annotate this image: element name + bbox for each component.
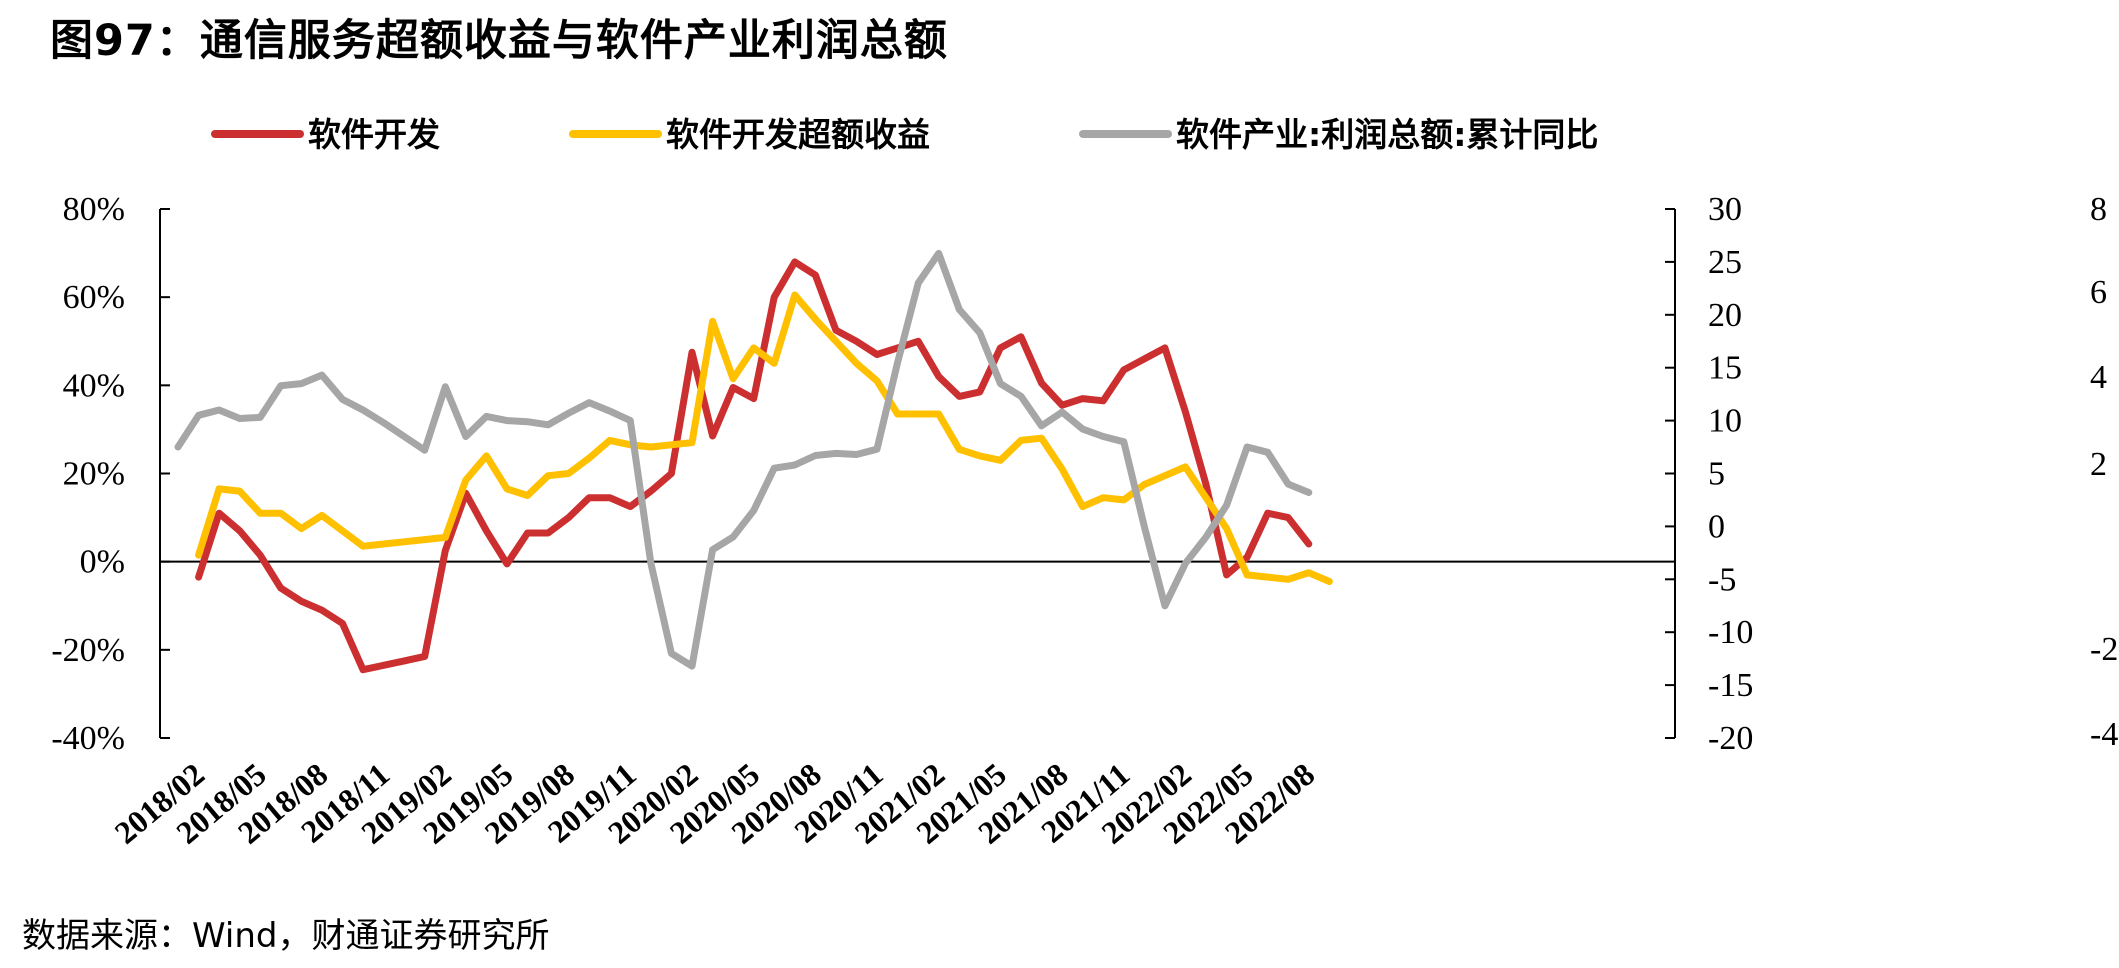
right-axis-tick-label: 0 — [1708, 508, 1725, 545]
far-right-tick-label: 8 — [2090, 191, 2107, 228]
line-chart: 软件开发 软件开发超额收益 软件产业:利润总额:累计同比 80%60%40%20%0… — [51, 115, 2118, 851]
right-axis-tick-label: 10 — [1708, 403, 1742, 440]
far-right-tick-label: -4 — [2090, 716, 2118, 753]
right-axis-tick-label: 25 — [1708, 244, 1742, 281]
left-axis-tick-label: 0% — [80, 544, 125, 581]
left-axis-tick-label: 40% — [63, 367, 125, 404]
series-line-1 — [195, 258, 1313, 674]
left-axis-tick-label: 20% — [63, 456, 125, 493]
far-right-tick-label: 6 — [2090, 274, 2107, 311]
left-axis-tick-label: -20% — [51, 632, 125, 669]
far-right-tick-label: 4 — [2090, 359, 2107, 396]
right-axis-tick-label: 30 — [1708, 191, 1742, 228]
series-line-3 — [174, 249, 1313, 670]
left-axis-tick-label: 80% — [63, 191, 125, 228]
right-axis-tick-label: -10 — [1708, 614, 1753, 651]
legend: 软件开发 软件开发超额收益 软件产业:利润总额:累计同比 — [211, 115, 1598, 154]
axes: 80% 60% 40% 20% 0% -20% -40% 30 25 20 15 10 5 0 -5 -10 -… — [51, 191, 2118, 851]
right-axis-tick-label: 5 — [1708, 456, 1725, 493]
right-axis-tick-label: 15 — [1708, 350, 1742, 387]
far-right-tick-label: 2 — [2090, 446, 2107, 483]
legend-label-1: 软件开发 — [308, 115, 440, 154]
right-axis-tick-label: 20 — [1708, 297, 1742, 334]
chart-title: 图97：通信服务超额收益与软件产业利润总额 — [50, 16, 948, 66]
right-axis-tick-label: -15 — [1708, 667, 1753, 704]
left-axis-tick-label: -40% — [51, 720, 125, 757]
right-axis-tick-label: -5 — [1708, 561, 1736, 598]
series-line-2 — [195, 291, 1333, 585]
series-layer — [174, 249, 1333, 674]
left-axis-tick-label: 60% — [63, 279, 125, 316]
right-axis-tick-label: -20 — [1708, 720, 1753, 757]
far-right-tick-label: -2 — [2090, 631, 2118, 668]
legend-label-3: 软件产业:利润总额:累计同比 — [1176, 115, 1598, 154]
legend-label-2: 软件开发超额收益 — [666, 115, 930, 154]
source-note: 数据来源：Wind，财通证券研究所 — [22, 916, 550, 956]
